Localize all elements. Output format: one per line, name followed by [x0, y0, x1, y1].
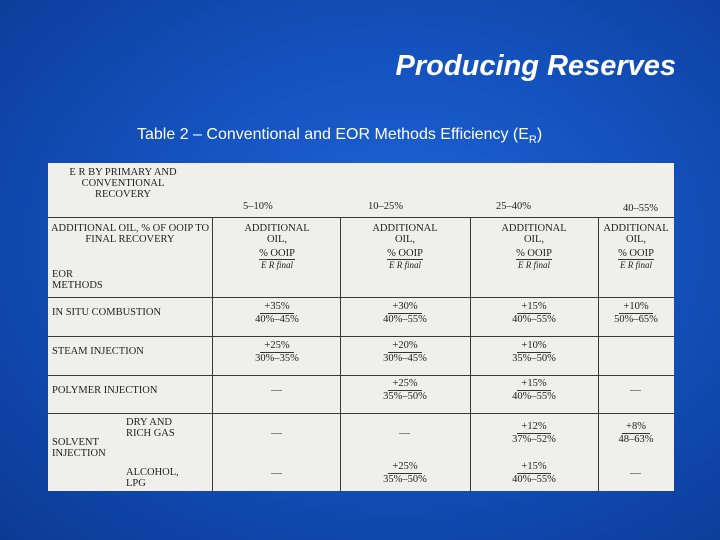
column-header-line: % OOIP	[618, 248, 654, 260]
column-header: ADDITIONAL OIL, % OOIP E R final	[355, 223, 455, 271]
final-recovery-range: 40%–55%	[512, 474, 556, 485]
column-header-line: OIL,	[523, 234, 545, 245]
column-header: ADDITIONAL OIL, % OOIP E R final	[484, 223, 584, 271]
column-header-ratio: E R final	[261, 260, 293, 270]
additional-oil-value: +15%	[517, 301, 551, 314]
table-rule	[48, 413, 674, 414]
sub-label-dry-rich-gas: DRY AND RICH GAS	[126, 417, 175, 439]
eor-efficiency-table: E R BY PRIMARY AND CONVENTIONAL RECOVERY…	[48, 163, 674, 491]
row-label-in-situ-combustion: IN SITU COMBUSTION	[52, 307, 162, 318]
additional-oil-value: +8%	[622, 421, 650, 434]
efficiency-cell: +8% 48–63%	[591, 421, 674, 446]
additional-oil-value: +12%	[517, 421, 551, 434]
efficiency-cell: +25% 30%–35%	[232, 340, 322, 365]
additional-oil-value: +25%	[388, 461, 422, 474]
efficiency-cell: +15% 40%–55%	[489, 378, 579, 403]
column-header-line: OIL,	[266, 234, 288, 245]
range-header: 25–40%	[496, 201, 531, 212]
additional-oil-value: +15%	[517, 461, 551, 474]
table-rule	[48, 336, 674, 337]
final-recovery-range: 48–63%	[618, 434, 654, 445]
column-header-line: OIL,	[625, 234, 647, 245]
final-recovery-range: 40%–55%	[512, 314, 556, 325]
final-recovery-range: 35%–50%	[383, 474, 427, 485]
table-column-rule	[212, 217, 213, 491]
range-header: 40–55%	[623, 203, 658, 214]
table-caption-text: Table 2 – Conventional and EOR Methods E…	[137, 126, 529, 143]
efficiency-cell: +30% 40%–55%	[360, 301, 450, 326]
additional-oil-value: +25%	[388, 378, 422, 391]
column-header-ratio: E R final	[518, 260, 550, 270]
empty-cell-dash: —	[630, 467, 641, 479]
final-recovery-range: 30%–45%	[383, 353, 427, 364]
column-header: ADDITIONAL OIL, % OOIP E R final	[586, 223, 674, 271]
column-header-line: % OOIP	[259, 248, 295, 260]
row-label-injection: INJECTION	[52, 448, 106, 459]
table-column-rule	[470, 217, 471, 491]
column-header-line: ADDITIONAL	[244, 223, 310, 234]
range-header: 5–10%	[243, 201, 273, 212]
column-header: ADDITIONAL OIL, % OOIP E R final	[227, 223, 327, 271]
table-caption-subscript: R	[528, 134, 537, 147]
table-rule	[48, 375, 674, 376]
range-header: 10–25%	[368, 201, 403, 212]
efficiency-cell: +10% 35%–50%	[489, 340, 579, 365]
empty-cell-dash: —	[271, 427, 282, 439]
table-caption: Table 2 – Conventional and EOR Methods E…	[137, 126, 542, 146]
final-recovery-range: 40%–55%	[512, 391, 556, 402]
column-header-line: % OOIP	[516, 248, 552, 260]
empty-cell-dash: —	[399, 427, 410, 439]
row-label-solvent: SOLVENT	[52, 437, 99, 448]
final-recovery-range: 40%–45%	[255, 314, 299, 325]
additional-oil-header: ADDITIONAL OIL, % OF OOIP TO FINAL RECOV…	[50, 223, 210, 245]
empty-cell-dash: —	[630, 384, 641, 396]
column-header-line: ADDITIONAL	[372, 223, 438, 234]
additional-oil-value: +20%	[388, 340, 422, 353]
final-recovery-range: 30%–35%	[255, 353, 299, 364]
table-column-rule	[340, 217, 341, 491]
final-recovery-range: 35%–50%	[383, 391, 427, 402]
additional-oil-value: +30%	[388, 301, 422, 314]
column-header-ratio: E R final	[620, 260, 652, 270]
column-header-ratio: E R final	[389, 260, 421, 270]
additional-oil-value: +10%	[619, 301, 653, 314]
empty-cell-dash: —	[271, 467, 282, 479]
table-rule	[48, 217, 674, 218]
efficiency-cell: +10% 50%–65%	[591, 301, 674, 326]
row-label-polymer-injection: POLYMER INJECTION	[52, 385, 158, 396]
efficiency-cell: +20% 30%–45%	[360, 340, 450, 365]
column-header-line: ADDITIONAL	[501, 223, 567, 234]
table-rule	[48, 297, 674, 298]
efficiency-cell: +25% 35%–50%	[360, 461, 450, 486]
slide-title: Producing Reserves	[395, 50, 676, 82]
efficiency-cell: +25% 35%–50%	[360, 378, 450, 403]
final-recovery-range: 35%–50%	[512, 353, 556, 364]
corner-header: E R BY PRIMARY AND CONVENTIONAL RECOVERY	[69, 167, 177, 200]
additional-oil-value: +35%	[260, 301, 294, 314]
efficiency-cell: +12% 37%–52%	[489, 421, 579, 446]
table-column-rule	[598, 217, 599, 491]
column-header-line: % OOIP	[387, 248, 423, 260]
final-recovery-range: 50%–65%	[614, 314, 658, 325]
column-header-line: OIL,	[394, 234, 416, 245]
row-label-steam-injection: STEAM INJECTION	[52, 346, 144, 357]
final-recovery-range: 37%–52%	[512, 434, 556, 445]
additional-oil-value: +15%	[517, 378, 551, 391]
eor-methods-label: EOR METHODS	[52, 269, 103, 291]
efficiency-cell: +35% 40%–45%	[232, 301, 322, 326]
empty-cell-dash: —	[271, 384, 282, 396]
additional-oil-value: +10%	[517, 340, 551, 353]
efficiency-cell: +15% 40%–55%	[489, 301, 579, 326]
efficiency-cell: +15% 40%–55%	[489, 461, 579, 486]
additional-oil-value: +25%	[260, 340, 294, 353]
final-recovery-range: 40%–55%	[383, 314, 427, 325]
table-caption-close: )	[536, 126, 543, 143]
column-header-line: ADDITIONAL	[603, 223, 669, 234]
sub-label-alcohol-lpg: ALCOHOL, LPG	[126, 467, 179, 489]
